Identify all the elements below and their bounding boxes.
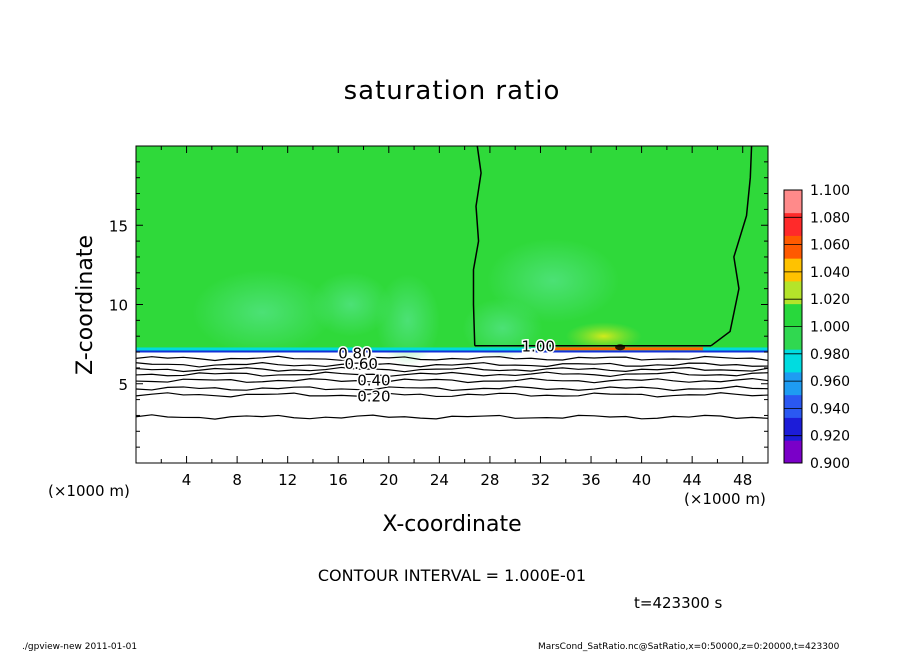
y-tick-label: 15 bbox=[109, 217, 128, 235]
contour-line bbox=[136, 392, 768, 398]
x-tick-label: 44 bbox=[683, 471, 702, 489]
y-tick-label: 5 bbox=[118, 376, 128, 394]
colorbar-label: 1.100 bbox=[810, 183, 850, 199]
colorbar-label: 1.040 bbox=[810, 265, 850, 281]
contour-line-1.00-left bbox=[472, 146, 482, 346]
y-tick-label: 10 bbox=[109, 297, 128, 315]
colorbar-label: 1.000 bbox=[810, 320, 850, 336]
colorbar-swatch bbox=[784, 349, 802, 373]
x-tick-label: 28 bbox=[480, 471, 499, 489]
colorbar-swatch bbox=[784, 212, 802, 236]
colorbar-swatch bbox=[784, 394, 802, 418]
x-tick-label: 16 bbox=[329, 471, 348, 489]
subsaturated-patch bbox=[462, 298, 543, 359]
field-layer: 1.00 0.800.600.400.20 bbox=[136, 146, 768, 463]
x-tick-label: 12 bbox=[278, 471, 297, 489]
contour-interval-note: CONTOUR INTERVAL = 1.000E-01 bbox=[317, 566, 587, 585]
subsaturated-patch bbox=[192, 270, 333, 355]
x-tick-label: 4 bbox=[182, 471, 192, 489]
contour-label: 0.20 bbox=[357, 387, 390, 405]
colorbar-swatch bbox=[784, 372, 802, 396]
contour-label: 0.80 bbox=[338, 345, 371, 363]
contour-line bbox=[136, 371, 768, 378]
supersaturation-patch bbox=[565, 322, 642, 351]
contour-line bbox=[136, 362, 768, 368]
colorbar-label: 0.920 bbox=[810, 429, 850, 445]
y-axis-label: Z-coordinate bbox=[73, 235, 98, 375]
x-unit-label-right: (×1000 m) bbox=[684, 490, 766, 508]
colorbar-label: 1.080 bbox=[810, 210, 850, 226]
x-tick-label: 20 bbox=[379, 471, 398, 489]
contour-line bbox=[136, 414, 768, 420]
time-label: t=423300 s bbox=[634, 594, 723, 612]
colorbar-label: 0.960 bbox=[810, 374, 850, 390]
contour-line bbox=[136, 366, 768, 373]
x-tick-label: 8 bbox=[232, 471, 242, 489]
saturation-boundary-band bbox=[136, 347, 768, 352]
colorbar-swatch bbox=[784, 190, 802, 214]
contour-label: 0.40 bbox=[357, 372, 390, 390]
x-axis-label: X-coordinate bbox=[382, 512, 522, 537]
colorbar-swatch bbox=[784, 258, 802, 282]
colorbar-label: 0.980 bbox=[810, 347, 850, 363]
supersaturation-band bbox=[553, 347, 704, 351]
contour-line bbox=[136, 385, 768, 392]
footer-right: MarsCond_SatRatio.nc@SatRatio,x=0:50000,… bbox=[538, 642, 840, 652]
colorbar-swatch bbox=[784, 235, 802, 259]
colorbar-label: 1.020 bbox=[810, 292, 850, 308]
x-unit-label-left: (×1000 m) bbox=[48, 482, 130, 500]
x-tick-label: 40 bbox=[632, 471, 651, 489]
contour-line bbox=[136, 377, 768, 384]
contour-label: 1.00 bbox=[522, 338, 555, 356]
x-tick-label: 48 bbox=[733, 471, 752, 489]
contour-line-1.00-right bbox=[710, 146, 753, 347]
x-tick-label: 32 bbox=[531, 471, 550, 489]
colorbar-label: 0.940 bbox=[810, 401, 850, 417]
colorbar-label: 0.900 bbox=[810, 456, 850, 472]
contour-line bbox=[136, 355, 768, 362]
subsaturated-patch bbox=[375, 274, 440, 367]
colorbar-label: 1.060 bbox=[810, 238, 850, 254]
colorbar-swatch bbox=[784, 440, 802, 464]
x-tick-label: 36 bbox=[581, 471, 600, 489]
colorbar-swatch bbox=[784, 417, 802, 441]
subsaturated-patch bbox=[310, 272, 391, 337]
colorbar-swatch bbox=[784, 303, 802, 327]
chart-title: saturation ratio bbox=[343, 76, 561, 106]
colorbar: 0.900 0.920 0.940 0.960 0.980 1.000 1.020 1.040… bbox=[783, 183, 850, 472]
colorbar-swatch bbox=[784, 326, 802, 350]
contour-label: 0.60 bbox=[345, 355, 378, 373]
x-tick-label: 24 bbox=[430, 471, 449, 489]
footer-left: ./gpview-new 2011-01-01 bbox=[22, 642, 138, 652]
colorbar-swatch bbox=[784, 281, 802, 305]
